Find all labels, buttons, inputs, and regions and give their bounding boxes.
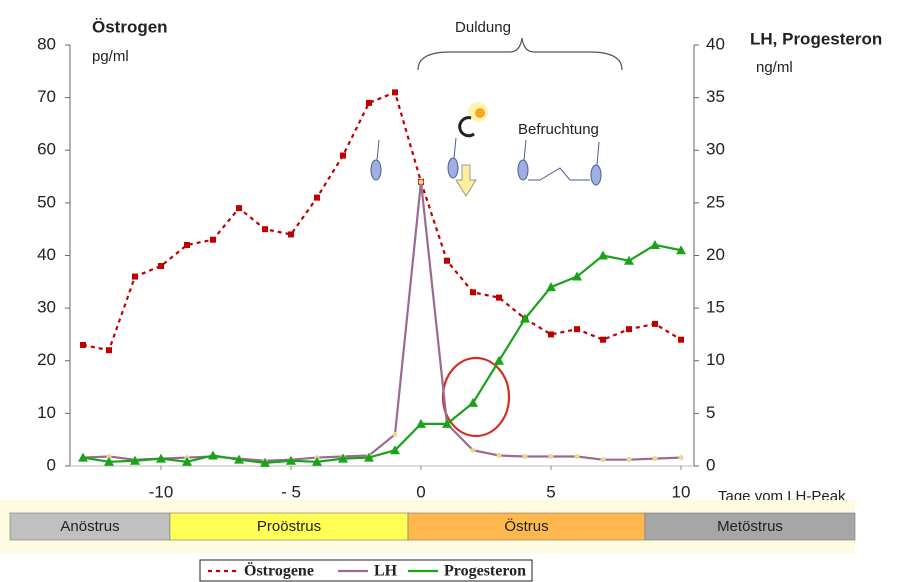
- legend-label: Östrogene: [244, 562, 314, 580]
- y2-tick-label: 35: [706, 87, 725, 106]
- marker: [626, 326, 632, 332]
- x-tick-label: 5: [546, 482, 555, 501]
- brace: [418, 38, 622, 70]
- y2-tick-label: 25: [706, 192, 725, 211]
- phase-label: Metöstrus: [717, 518, 783, 535]
- legend-label: LH: [374, 563, 398, 580]
- x-tick-label: 10: [672, 482, 691, 501]
- marker: [653, 456, 658, 461]
- sperm-icons: [371, 138, 601, 196]
- legend-label: Progesteron: [444, 563, 526, 580]
- egg-arc: [460, 118, 474, 136]
- marker: [598, 251, 608, 260]
- marker: [600, 337, 606, 343]
- phase-label: Anöstrus: [60, 518, 119, 535]
- legend: Östrogene LH Progesteron: [200, 560, 532, 581]
- marker: [497, 453, 502, 458]
- marker: [678, 337, 684, 343]
- chart: Östrogen pg/ml LH, Progesteron ng/ml Tag…: [0, 0, 908, 582]
- marker: [393, 432, 398, 437]
- marker: [210, 237, 216, 243]
- series-line: [83, 245, 681, 463]
- phase-label: Proöstrus: [257, 518, 321, 535]
- y2-title: LH, Progesteron: [750, 29, 882, 48]
- y-tick-label: 40: [37, 245, 56, 264]
- annotation: Befruchtung: [518, 121, 599, 138]
- marker: [340, 153, 346, 159]
- marker: [184, 242, 190, 248]
- y-unit: pg/ml: [92, 48, 129, 65]
- egg: [475, 108, 485, 118]
- marker: [575, 454, 580, 459]
- x-tick-label: 0: [416, 482, 425, 501]
- y2-unit: ng/ml: [756, 59, 793, 76]
- marker: [549, 454, 554, 459]
- marker: [314, 195, 320, 201]
- marker: [366, 100, 372, 106]
- marker: [288, 231, 294, 237]
- marker: [471, 448, 476, 453]
- marker: [444, 258, 450, 264]
- marker: [548, 331, 554, 337]
- marker: [470, 289, 476, 295]
- y2-tick-label: 20: [706, 245, 725, 264]
- page: {"chart_data": {"type": "line", "y_title…: [0, 0, 908, 582]
- x-tick-label: -10: [149, 482, 174, 501]
- marker: [158, 263, 164, 269]
- y2-tick-label: 30: [706, 140, 725, 159]
- marker: [106, 347, 112, 353]
- y-tick-label: 30: [37, 298, 56, 317]
- series-line: [83, 182, 681, 461]
- marker: [574, 326, 580, 332]
- y-tick-label: 60: [37, 140, 56, 159]
- y-tick-label: 0: [47, 455, 56, 474]
- marker: [236, 205, 242, 211]
- annotation: Duldung: [455, 19, 511, 36]
- marker: [496, 295, 502, 301]
- marker: [601, 457, 606, 462]
- marker: [523, 454, 528, 459]
- marker: [262, 226, 268, 232]
- y2-tick-label: 40: [706, 34, 725, 53]
- y2-tick-label: 0: [706, 455, 715, 474]
- marker: [652, 321, 658, 327]
- y-tick-label: 50: [37, 192, 56, 211]
- y-tick-label: 70: [37, 87, 56, 106]
- marker: [419, 179, 424, 184]
- marker: [132, 274, 138, 280]
- marker: [679, 455, 684, 460]
- marker: [80, 342, 86, 348]
- marker: [650, 240, 660, 249]
- x-tick-label: - 5: [281, 482, 301, 501]
- y-tick-label: 20: [37, 350, 56, 369]
- y-title: Östrogen: [92, 17, 168, 36]
- y2-tick-label: 5: [706, 403, 715, 422]
- y2-tick-label: 10: [706, 350, 725, 369]
- y-tick-label: 10: [37, 403, 56, 422]
- y-tick-label: 80: [37, 34, 56, 53]
- y2-tick-label: 15: [706, 298, 725, 317]
- phase-label: Östrus: [504, 517, 548, 535]
- marker: [627, 457, 632, 462]
- marker: [392, 89, 398, 95]
